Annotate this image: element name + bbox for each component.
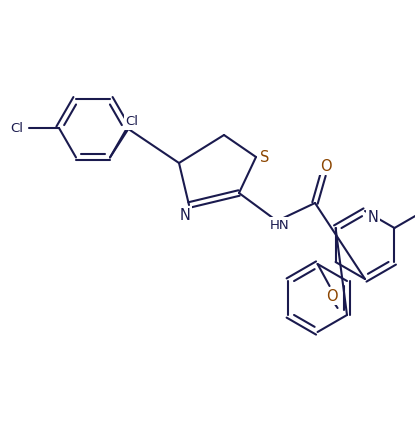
Text: O: O (320, 159, 332, 174)
Text: N: N (180, 207, 190, 222)
Text: O: O (326, 289, 337, 304)
Text: HN: HN (270, 218, 290, 231)
Text: Cl: Cl (125, 115, 139, 128)
Text: S: S (260, 150, 270, 164)
Text: Cl: Cl (10, 122, 24, 135)
Text: N: N (368, 210, 378, 225)
